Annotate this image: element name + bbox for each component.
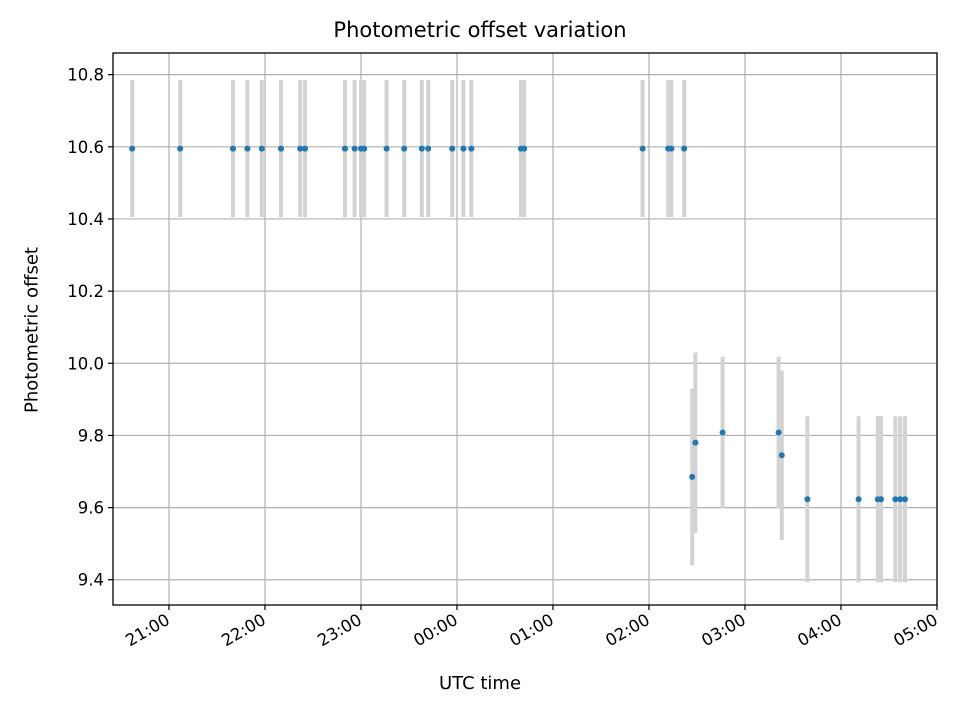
y-tick-label: 9.4 bbox=[78, 571, 104, 590]
data-point bbox=[297, 145, 304, 152]
data-point bbox=[878, 496, 884, 503]
data-point bbox=[639, 145, 646, 152]
data-point bbox=[468, 145, 475, 152]
data-point bbox=[278, 145, 284, 152]
data-point bbox=[855, 496, 862, 503]
chart-title: Photometric offset variation bbox=[333, 18, 627, 42]
data-point bbox=[418, 145, 425, 152]
x-axis: 21:00 22:00 23:00 00:00 01:00 02:00 03:00 04:00… bbox=[122, 605, 941, 650]
data-point bbox=[351, 145, 358, 152]
data-point bbox=[681, 145, 688, 152]
data-point bbox=[892, 496, 899, 503]
error-bars bbox=[130, 80, 907, 583]
x-axis-label: UTC time bbox=[438, 673, 522, 694]
y-tick-label: 9.6 bbox=[78, 499, 104, 518]
x-tick-label: 04:00 bbox=[794, 610, 845, 650]
data-point bbox=[460, 145, 467, 152]
data-point bbox=[689, 473, 696, 480]
y-tick-label: 10.6 bbox=[67, 138, 104, 157]
y-tick-label: 10.4 bbox=[67, 210, 104, 229]
x-tick-label: 00:00 bbox=[410, 610, 461, 650]
x-tick-label: 21:00 bbox=[122, 610, 173, 650]
y-tick-label: 10.2 bbox=[67, 282, 104, 301]
data-point bbox=[361, 145, 368, 152]
y-tick-label: 10.0 bbox=[67, 354, 104, 373]
data-point bbox=[668, 145, 675, 152]
data-point bbox=[719, 429, 726, 436]
plot-frame bbox=[112, 52, 938, 606]
data-point bbox=[778, 452, 785, 459]
data-points bbox=[129, 145, 908, 503]
data-point bbox=[449, 145, 456, 152]
data-point bbox=[902, 496, 908, 503]
data-point bbox=[383, 145, 390, 152]
y-axis: 9.4 9.6 9.8 10.0 10.2 10.4 10.6 10.8 bbox=[67, 66, 113, 590]
data-point bbox=[342, 145, 348, 152]
data-point bbox=[302, 145, 308, 152]
y-tick-label: 9.8 bbox=[78, 426, 104, 445]
data-point bbox=[897, 496, 904, 503]
data-point bbox=[244, 145, 251, 152]
x-tick-label: 22:00 bbox=[218, 610, 269, 650]
x-tick-label: 05:00 bbox=[890, 610, 941, 650]
data-point bbox=[258, 145, 265, 152]
y-tick-label: 10.8 bbox=[67, 66, 104, 85]
data-point bbox=[775, 429, 782, 436]
data-point bbox=[401, 145, 408, 152]
x-tick-label: 23:00 bbox=[314, 610, 365, 650]
data-point bbox=[129, 145, 136, 152]
x-tick-label: 01:00 bbox=[506, 610, 557, 650]
data-point bbox=[425, 145, 432, 152]
data-point bbox=[177, 145, 184, 152]
data-point bbox=[521, 145, 528, 152]
data-point bbox=[230, 145, 236, 152]
x-tick-label: 03:00 bbox=[698, 610, 749, 650]
x-tick-label: 02:00 bbox=[602, 610, 653, 650]
data-point bbox=[692, 439, 699, 446]
data-point bbox=[804, 496, 811, 503]
